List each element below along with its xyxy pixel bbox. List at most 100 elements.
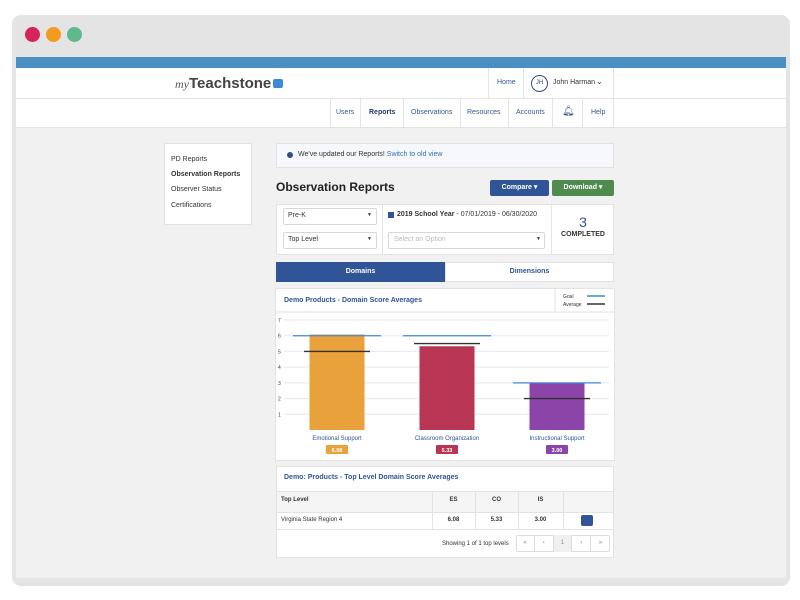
y-tick-label: 3 [278, 381, 281, 387]
min-dot [46, 27, 61, 42]
nav-link[interactable]: Reports [369, 109, 396, 116]
y-tick-label: 4 [278, 365, 281, 371]
value-label: 6.08 [332, 448, 343, 454]
y-tick-label: 5 [278, 349, 281, 355]
school-year: 2019 School Year - 07/01/2019 - 06/30/20… [397, 211, 537, 218]
page-button[interactable]: › [572, 535, 592, 552]
caret: ▼ [367, 212, 372, 218]
download-button[interactable]: Download ▾ [552, 180, 614, 196]
option-select[interactable] [388, 232, 545, 249]
column-header: ES [449, 497, 458, 503]
nav-link[interactable]: Help [591, 109, 606, 116]
y-tick-label: 7 [278, 318, 281, 324]
notice-text: We've updated our Reports! Switch to old… [298, 151, 442, 158]
sep [552, 99, 553, 128]
home-link[interactable]: Home [497, 79, 516, 86]
sep [382, 204, 383, 255]
sep [523, 68, 524, 98]
nav-link[interactable]: Users [336, 109, 355, 116]
col-sep [432, 491, 433, 529]
date-range: - 07/01/2019 - 06/30/2020 [456, 211, 537, 218]
col-sep [518, 491, 519, 529]
calendar-icon [388, 212, 394, 218]
sep [582, 99, 583, 128]
sidebar-link[interactable]: PD Reports [171, 156, 208, 163]
sep [403, 99, 404, 128]
sidebar-link[interactable]: Certifications [171, 202, 212, 209]
sep [360, 99, 361, 128]
page-button[interactable]: » [598, 540, 603, 546]
chevron[interactable]: ⌄ [596, 77, 603, 86]
button-label: Download [563, 184, 597, 191]
value-label: 3.00 [552, 448, 563, 454]
notice [276, 143, 614, 168]
select-value: Top Level [288, 236, 318, 243]
caret: ▼ [367, 236, 372, 242]
chart-title: Demo Products - Domain Score Averages [284, 297, 422, 304]
header-divider [16, 98, 786, 99]
x-tick-label: Classroom Organization [415, 436, 479, 442]
sep [330, 99, 331, 128]
bell-icon[interactable]: 🔔︎ [562, 106, 575, 117]
close-dot [25, 27, 40, 42]
completed-count: 3 [579, 214, 587, 230]
page-button[interactable]: 1 [553, 535, 573, 552]
y-tick-label: 2 [278, 397, 281, 403]
column-header: Top Level [281, 497, 309, 503]
level-select[interactable] [283, 208, 377, 225]
sep [488, 68, 489, 98]
max-dot [67, 27, 82, 42]
x-tick-label: Instructional Support [529, 436, 584, 442]
logo-name: Teachstone [189, 75, 272, 92]
notice-link[interactable]: Switch to old view [386, 151, 443, 158]
page-button[interactable]: ‹ [535, 535, 554, 552]
table-cell: 6.08 [447, 517, 460, 523]
chart: Demo Products - Domain Score Averages Goa… [275, 288, 615, 461]
nav-link[interactable]: Resources [467, 109, 501, 116]
bar [309, 334, 365, 430]
tab[interactable]: Dimensions [445, 262, 614, 282]
nav-link[interactable]: Accounts [516, 109, 545, 116]
top-strip [16, 57, 786, 68]
tab-active[interactable]: Domains [276, 262, 445, 282]
select-value: Pre-K [288, 212, 306, 219]
page-button[interactable]: « [516, 535, 535, 552]
sidebar-link[interactable]: Observer Status [171, 186, 222, 193]
download-icon[interactable] [581, 515, 593, 526]
value-badge [326, 445, 348, 454]
notice-message: We've updated our Reports! [298, 151, 385, 158]
sep [508, 99, 509, 128]
group-select[interactable] [283, 232, 377, 249]
table-header [277, 491, 613, 513]
button-label: Compare [501, 184, 532, 191]
compare-button[interactable]: Compare ▾ [490, 180, 549, 196]
value-badge [546, 445, 568, 454]
logo-prefix: my [175, 77, 189, 91]
legend-label: Average [563, 302, 582, 308]
bar [529, 382, 585, 430]
column-header: CO [492, 497, 501, 503]
value-label: 5.33 [442, 448, 453, 454]
logo: myTeachstone [175, 75, 284, 92]
page-title: Observation Reports [276, 180, 395, 194]
caret: ▼ [536, 236, 541, 242]
y-tick-label: 1 [278, 412, 281, 418]
nav-link[interactable]: Observations [411, 109, 453, 116]
col-sep [475, 491, 476, 529]
sidebar-link[interactable]: Observation Reports [171, 171, 241, 178]
sidebar [164, 143, 252, 225]
avatar[interactable]: JH [531, 75, 548, 92]
table-cell: 5.33 [490, 517, 503, 523]
x-tick-label: Emotional Support [312, 436, 362, 442]
table-cell: Virginia State Region 4 [281, 517, 343, 523]
col-sep [563, 491, 564, 529]
sep [551, 204, 552, 255]
value-badge [436, 445, 458, 454]
table-title: Demo: Products - Top Level Domain Score … [284, 474, 459, 481]
year: 2019 School Year [397, 211, 455, 218]
table-cell: 3.00 [534, 517, 547, 523]
legend-label: Goal [563, 294, 574, 300]
user-name[interactable]: John Harman [553, 79, 596, 86]
logo-mark [273, 79, 284, 88]
